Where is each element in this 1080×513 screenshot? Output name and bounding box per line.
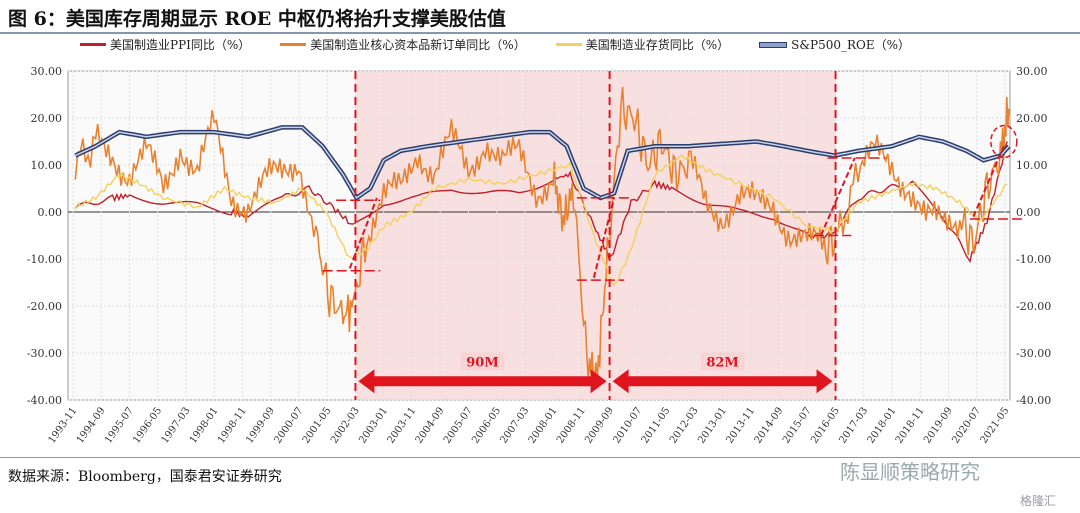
legend-item: 美国制造业PPI同比（%） [80,36,250,53]
double-arrow [612,369,833,394]
label-bg [460,352,505,371]
highlight-circle [990,124,1018,159]
legend: 美国制造业PPI同比（%） 美国制造业核心资本品新订单同比（%） 美国制造业存货同比… [80,36,910,53]
y-tick-label: -30.00 [27,347,62,360]
y-tick-label: -40.00 [27,394,62,407]
legend-label: 美国制造业存货同比（%） [585,38,730,52]
series-line [74,153,1008,286]
trend-arrow [972,145,1005,218]
y-tick-label: 10.00 [31,159,63,172]
chart: 1993-111994-091995-071996-051997-031998-… [27,65,1051,446]
legend-label: 美国制造业核心资本品新订单同比（%） [310,38,526,52]
y2-tick-label: -20.00 [1016,300,1051,313]
label-bg [700,352,745,371]
series-line-roe [74,126,1010,200]
legend-item: 美国制造业核心资本品新订单同比（%） [280,36,526,53]
divider [0,32,1080,34]
source-note: 数据来源：Bloomberg，国泰君安证券研究 [8,469,282,485]
shaded-period [355,71,836,400]
trend-arrow [819,157,856,236]
double-arrow [358,369,607,394]
watermark-logo: 格隆汇 [1020,494,1057,508]
legend-item: 美国制造业存货同比（%） [555,36,730,53]
y2-tick-label: 0.00 [1016,206,1041,219]
chart-title: 图 6：美国库存周期显示 ROE 中枢仍将抬升支撑美股估值 [8,8,506,30]
divider [0,457,1080,458]
legend-label: 美国制造业PPI同比（%） [110,38,251,52]
legend-swatch [759,41,788,48]
trend-arrow [592,197,616,279]
y-tick-label: 20.00 [31,112,63,125]
y-tick-label: 30.00 [31,65,63,78]
legend-swatch [555,43,582,46]
y-tick-label: 0.00 [38,206,63,219]
x-tick-label: 2021-05 [979,405,1012,445]
y-tick-label: -20.00 [27,300,62,313]
legend-label: S&P500_ROE（%） [791,38,911,52]
y2-tick-label: -30.00 [1016,347,1051,360]
y2-tick-label: 10.00 [1016,159,1048,172]
legend-swatch [280,43,307,46]
y-tick-label: -10.00 [27,253,62,266]
watermark: 陈显顺策略研究 [840,460,980,484]
trend-arrow [348,197,378,269]
series-line [74,86,1010,388]
y2-tick-label: -10.00 [1016,253,1051,266]
period-label: 82M [706,355,738,370]
y2-tick-label: -40.00 [1016,394,1051,407]
legend-item: S&P500_ROE（%） [759,36,910,53]
y2-tick-label: 30.00 [1016,65,1048,78]
legend-swatch [80,43,106,46]
y2-tick-label: 20.00 [1016,112,1048,125]
period-label: 90M [466,355,498,370]
